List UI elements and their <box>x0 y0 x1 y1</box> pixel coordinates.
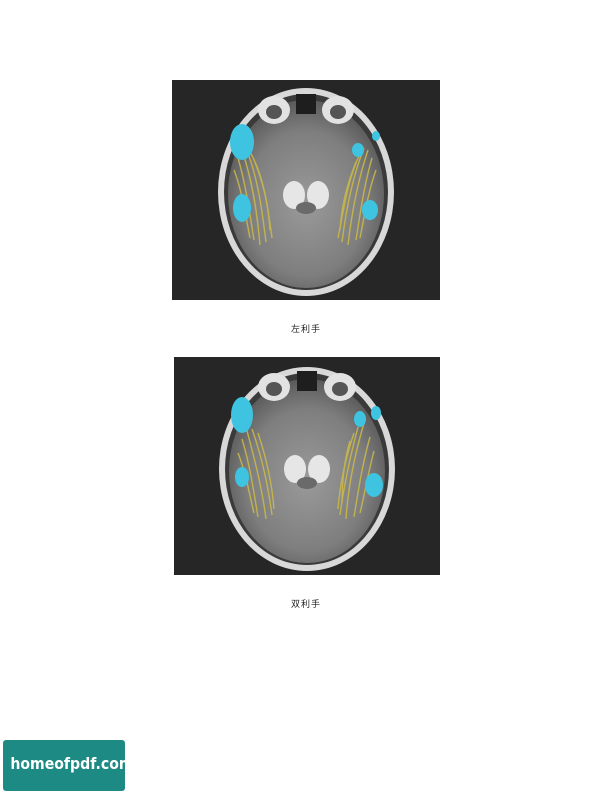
watermark-logo: homeofpdf.com <box>3 740 134 791</box>
brain-scan-image-2 <box>174 357 440 575</box>
watermark-text: homeofpdf.com <box>10 754 134 773</box>
figure-caption-1: 左利手 <box>290 325 321 335</box>
brain-scan-image-1 <box>172 80 440 300</box>
figure-caption-2: 双利手 <box>290 600 321 610</box>
